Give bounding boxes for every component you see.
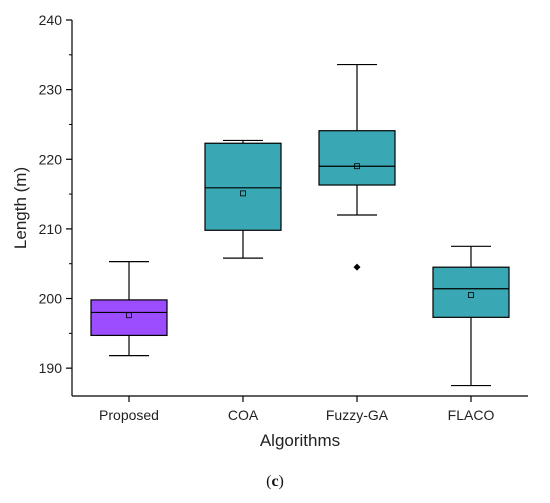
box-body	[318, 130, 396, 186]
mean-marker	[354, 163, 360, 170]
y-tick-label: 210	[39, 221, 63, 237]
x-tick-label: COA	[228, 407, 259, 423]
box-coa	[204, 139, 282, 259]
y-tick-label: 230	[39, 82, 63, 98]
box-body	[204, 142, 282, 231]
y-axis-title: Length (m)	[11, 167, 30, 249]
x-tick-label: FLACO	[448, 407, 495, 423]
x-axis-title: Algorithms	[260, 431, 340, 450]
x-tick-label: Fuzzy-GA	[326, 407, 389, 423]
x-tick-label: Proposed	[99, 407, 159, 423]
mean-marker	[468, 292, 474, 298]
y-tick-label: 240	[39, 12, 63, 28]
box-body	[90, 299, 168, 337]
box-fuzzy-ga	[318, 63, 396, 271]
y-tick-label: 200	[39, 291, 63, 307]
outlier-point	[353, 263, 361, 271]
y-tick-label: 190	[39, 360, 63, 376]
figure-caption: (c)	[266, 473, 284, 490]
box-flaco	[432, 245, 510, 387]
mean-marker	[240, 190, 246, 197]
y-tick-label: 220	[39, 151, 63, 167]
box-proposed	[90, 261, 168, 357]
caption-letter: c	[271, 473, 278, 490]
mean-marker	[126, 312, 132, 319]
